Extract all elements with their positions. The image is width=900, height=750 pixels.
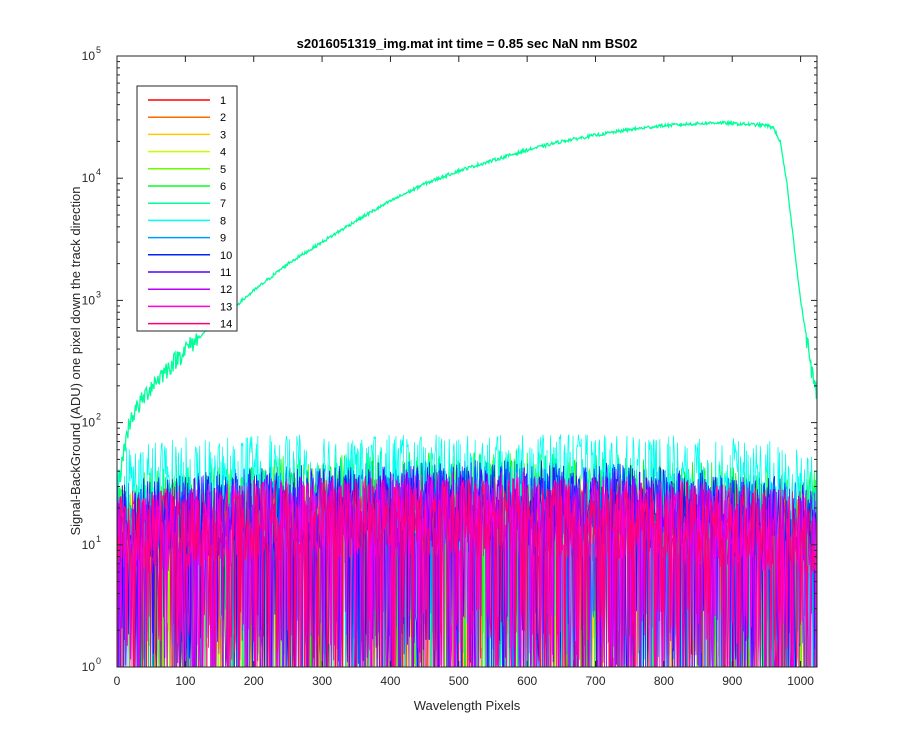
y-tick-label: 10 <box>82 660 96 674</box>
legend-label-12: 12 <box>220 284 232 296</box>
legend-label-7: 7 <box>220 198 226 210</box>
legend-label-8: 8 <box>220 215 226 227</box>
legend-label-4: 4 <box>220 147 226 159</box>
x-tick-label: 0 <box>114 674 121 688</box>
y-tick-label: 10 <box>82 538 96 552</box>
x-tick-label: 600 <box>517 674 537 688</box>
x-tick-label: 400 <box>380 674 400 688</box>
x-tick-label: 800 <box>654 674 674 688</box>
x-tick-label: 100 <box>175 674 195 688</box>
legend-label-1: 1 <box>220 95 226 107</box>
legend-label-9: 9 <box>220 233 226 245</box>
plot-frame <box>116 55 818 668</box>
y-tick-exponent: 4 <box>96 167 101 177</box>
series-line-14 <box>117 478 817 667</box>
series-layer <box>117 119 817 667</box>
y-tick-exponent: 1 <box>96 534 101 544</box>
x-tick-label: 200 <box>244 674 264 688</box>
legend-box <box>136 85 238 332</box>
y-tick-label: 10 <box>82 171 96 185</box>
legend-label-13: 13 <box>220 301 232 313</box>
x-tick-label: 300 <box>312 674 332 688</box>
y-tick-exponent: 3 <box>96 289 101 299</box>
y-tick-label: 10 <box>82 49 96 63</box>
legend-label-6: 6 <box>220 181 226 193</box>
legend-label-5: 5 <box>220 164 226 176</box>
legend-label-2: 2 <box>220 112 226 124</box>
x-tick-label: 1000 <box>787 674 814 688</box>
y-tick-exponent: 0 <box>96 656 101 666</box>
legend-label-11: 11 <box>220 267 231 279</box>
y-tick-label: 10 <box>82 416 96 430</box>
legend-label-10: 10 <box>220 250 232 262</box>
x-tick-label: 500 <box>449 674 469 688</box>
y-tick-exponent: 5 <box>96 45 101 55</box>
x-tick-label: 700 <box>586 674 606 688</box>
y-axis-label: Signal-BackGround (ADU) one pixel down t… <box>68 186 83 535</box>
y-tick-exponent: 2 <box>96 412 101 422</box>
legend-label-14: 14 <box>220 319 232 331</box>
x-tick-label: 900 <box>722 674 742 688</box>
chart-title: s2016051319_img.mat int time = 0.85 sec … <box>297 36 638 51</box>
y-tick-label: 10 <box>82 293 96 307</box>
legend-label-3: 3 <box>220 129 226 141</box>
x-axis-label: Wavelength Pixels <box>414 698 521 713</box>
